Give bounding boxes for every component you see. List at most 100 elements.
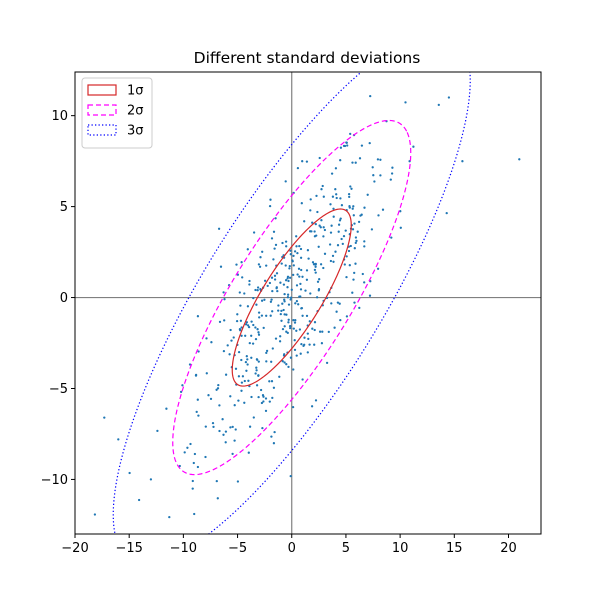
scatter-point <box>223 319 226 322</box>
scatter-point <box>244 323 248 326</box>
chart-title: Different standard deviations <box>194 49 421 67</box>
scatter-point <box>245 321 249 324</box>
scatter-point <box>296 166 300 170</box>
scatter-point <box>296 251 299 255</box>
legend-label: 1σ <box>127 84 144 99</box>
scatter-point <box>229 426 232 429</box>
scatter-point <box>332 215 335 218</box>
scatter-point <box>322 235 325 238</box>
scatter-point <box>303 336 306 339</box>
scatter-point <box>286 296 290 299</box>
scatter-point <box>353 301 356 304</box>
scatter-point <box>404 101 407 104</box>
scatter-point <box>356 230 359 233</box>
scatter-point <box>261 250 264 253</box>
scatter-point <box>399 226 402 229</box>
scatter-point <box>165 407 168 410</box>
scatter-point <box>336 244 340 247</box>
scatter-point <box>264 397 268 400</box>
scatter-point <box>338 302 341 305</box>
scatter-point <box>204 425 207 428</box>
scatter-point <box>234 428 237 431</box>
scatter-point <box>268 400 271 403</box>
scatter-point <box>339 197 342 200</box>
scatter-point <box>211 421 215 425</box>
scatter-point <box>313 328 316 332</box>
scatter-point <box>351 228 355 231</box>
scatter-point <box>412 145 415 148</box>
scatter-point <box>345 315 349 318</box>
scatter-point <box>377 214 380 217</box>
scatter-point <box>288 264 291 268</box>
scatter-point <box>298 275 301 278</box>
scatter-point <box>301 275 304 278</box>
scatter-point <box>299 288 303 291</box>
scatter-point <box>320 342 324 345</box>
scatter-point <box>357 220 361 224</box>
scatter-point <box>354 236 358 239</box>
scatter-point <box>349 185 352 188</box>
scatter-point <box>295 284 299 287</box>
scatter-point <box>218 429 221 433</box>
scatter-point <box>246 358 249 361</box>
scatter-point <box>265 360 268 363</box>
scatter-point <box>288 276 292 279</box>
scatter-point <box>265 349 269 353</box>
scatter-point <box>328 243 332 246</box>
scatter-point <box>254 326 257 329</box>
scatter-point <box>283 292 286 296</box>
scatter-point <box>295 329 298 332</box>
scatter-point <box>266 284 269 288</box>
scatter-point <box>255 358 259 361</box>
scatter-point <box>343 263 346 266</box>
scatter-point <box>233 439 236 442</box>
scatter-point <box>229 328 232 332</box>
scatter-point <box>320 219 323 222</box>
scatter-point <box>224 373 228 376</box>
scatter-point <box>215 388 218 391</box>
scatter-point <box>259 256 262 259</box>
scatter-point <box>248 279 251 283</box>
scatter-point <box>311 221 314 224</box>
scatter-point <box>336 301 340 304</box>
scatter-point <box>281 241 284 245</box>
scatter-point <box>235 263 238 266</box>
scatter-point <box>128 471 131 475</box>
scatter-point <box>248 341 251 345</box>
scatter-point <box>191 487 194 490</box>
scatter-point <box>270 380 274 383</box>
scatter-point <box>183 451 186 454</box>
scatter-point <box>273 274 277 277</box>
plot-clip-group <box>75 72 541 534</box>
scatter-point <box>303 220 306 223</box>
scatter-point <box>315 194 318 198</box>
scatter-point <box>248 425 252 428</box>
scatter-point <box>257 395 260 399</box>
scatter-point <box>330 172 334 175</box>
scatter-point <box>314 399 318 402</box>
legend-label: 3σ <box>127 124 144 139</box>
scatter-point <box>247 325 251 329</box>
legend-swatch <box>87 124 117 136</box>
scatter-point <box>309 292 312 295</box>
scatter-point <box>103 416 106 419</box>
scatter-point <box>300 268 303 272</box>
scatter-point <box>230 339 233 342</box>
scatter-point <box>275 287 278 290</box>
scatter-point <box>288 267 291 270</box>
scatter-point <box>298 244 301 248</box>
scatter-point <box>294 302 297 305</box>
scatter-point <box>345 141 348 144</box>
scatter-point <box>271 396 274 400</box>
scatter-point <box>390 172 394 175</box>
scatter-point <box>322 266 325 270</box>
scatter-point <box>209 397 213 401</box>
scatter-point <box>352 278 355 281</box>
scatter-point <box>299 256 303 259</box>
scatter-point <box>233 404 236 407</box>
scatter-point <box>287 279 290 283</box>
scatter-point <box>351 161 354 164</box>
scatter-point <box>289 474 292 478</box>
scatter-point <box>318 156 321 160</box>
scatter-point <box>241 276 244 279</box>
